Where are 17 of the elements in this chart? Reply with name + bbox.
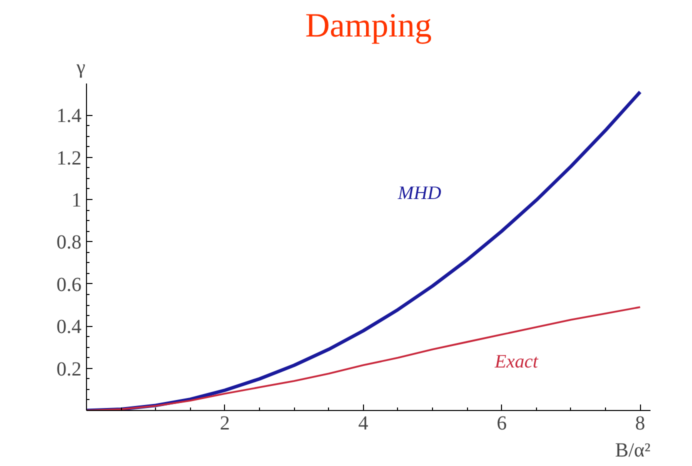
line-series [86,306,642,410]
y-tick-label: 0.4 [56,316,82,338]
x-tick-label: 2 [220,412,230,434]
y-axis-title: γ [76,56,86,78]
x-tick-label: 4 [358,412,368,434]
y-tick-label: 0.8 [56,232,82,254]
chart-title: Damping [305,8,432,44]
x-axis-title: B/α² [615,440,651,462]
text: MHD [396,182,442,204]
y-tick-label: 1.2 [56,147,82,170]
y-tick-label: 0.2 [56,358,82,380]
y-tick-label: 0.6 [56,274,82,296]
x-tick-label: 6 [496,412,507,434]
y-tick-label: 1.4 [56,105,82,128]
x-tick-label: 8 [635,412,646,434]
series-label: Exact [494,352,539,373]
y-tick-label: 1 [72,190,82,212]
